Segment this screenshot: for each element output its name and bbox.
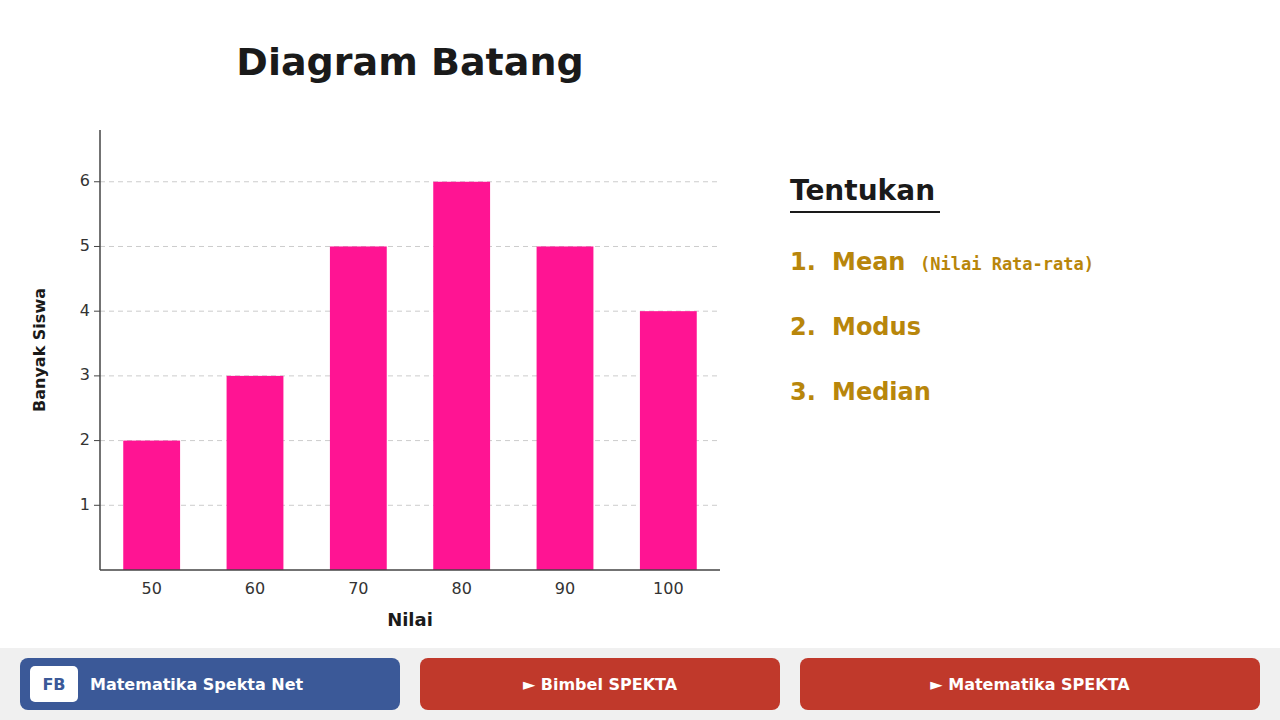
item-label: Mean xyxy=(832,248,905,276)
bar xyxy=(433,182,490,570)
footer-box xyxy=(800,658,1260,710)
bar xyxy=(227,376,284,570)
grid-line xyxy=(100,181,720,182)
bar xyxy=(330,246,387,570)
grid-line xyxy=(100,311,720,312)
panel-header: Tentukan xyxy=(790,174,935,207)
item-suffix: (Nilai Rata-rata) xyxy=(920,254,1094,274)
x-tick-label: 80 xyxy=(451,579,471,598)
y-tick xyxy=(94,311,100,312)
title: Diagram Batang xyxy=(236,40,583,84)
y-tick-label: 3 xyxy=(80,365,90,384)
x-axis: 50 60 70 80 90 100 xyxy=(100,570,720,598)
x-tick-label: 60 xyxy=(245,579,265,598)
y-tick xyxy=(94,440,100,441)
chart: Diagram Batang 1 2 3 4 5 6 50 60 70 80 90 100 Nilai Ba… xyxy=(0,0,1280,720)
x-tick-label: 50 xyxy=(141,579,161,598)
task-panel: Tentukan 1. Mean (Nilai Rata-rata) 2. Modus 3.… xyxy=(790,174,1094,406)
y-tick-label: 2 xyxy=(80,430,90,449)
footer: FB Matematika Spekta Net ► Bimbel SPEKTA ► … xyxy=(0,648,1280,720)
footer-box xyxy=(420,658,780,710)
fb-badge xyxy=(30,666,78,702)
y-axis-label: Banyak Siswa xyxy=(30,288,49,412)
y-tick-label: 4 xyxy=(80,301,90,320)
footer-text: Matematika Spekta Net xyxy=(90,675,304,694)
item-number: 3. xyxy=(790,378,816,406)
y-tick xyxy=(94,505,100,506)
grid xyxy=(100,182,720,506)
grid-line xyxy=(100,246,720,247)
y-tick-label: 1 xyxy=(80,495,90,514)
x-tick-label: 90 xyxy=(555,579,575,598)
x-tick-label: 70 xyxy=(348,579,368,598)
footer-box xyxy=(20,658,400,710)
y-axis: 1 2 3 4 5 6 xyxy=(80,130,100,570)
grid-line xyxy=(100,440,720,441)
background xyxy=(0,0,1280,720)
bars xyxy=(123,182,697,570)
x-axis-line xyxy=(100,569,720,571)
grid-line xyxy=(100,505,720,506)
footer-band xyxy=(0,648,1280,720)
y-axis-line xyxy=(99,130,101,570)
x-tick-label: 100 xyxy=(653,579,684,598)
bar xyxy=(640,311,697,570)
y-tick-label: 5 xyxy=(80,236,90,255)
bar xyxy=(537,246,594,570)
header-underline xyxy=(790,211,940,213)
chart-container: Diagram Batang 1 2 3 4 5 6 50 60 70 80 90 100 Nilai Ba… xyxy=(0,0,1280,720)
item-number: 2. xyxy=(790,313,816,341)
x-axis-label: Nilai xyxy=(387,609,433,630)
y-tick-label: 6 xyxy=(80,171,90,190)
item-label: Modus xyxy=(832,313,921,341)
bar xyxy=(123,441,180,570)
item-number: 1. xyxy=(790,248,816,276)
item-label: Median xyxy=(832,378,931,406)
grid-line xyxy=(100,375,720,376)
footer-text: ► Matematika SPEKTA xyxy=(930,675,1130,694)
footer-badge-text: FB xyxy=(42,675,65,694)
y-tick xyxy=(94,246,100,247)
footer-text: ► Bimbel SPEKTA xyxy=(523,675,678,694)
y-tick xyxy=(94,375,100,376)
y-tick xyxy=(94,181,100,182)
